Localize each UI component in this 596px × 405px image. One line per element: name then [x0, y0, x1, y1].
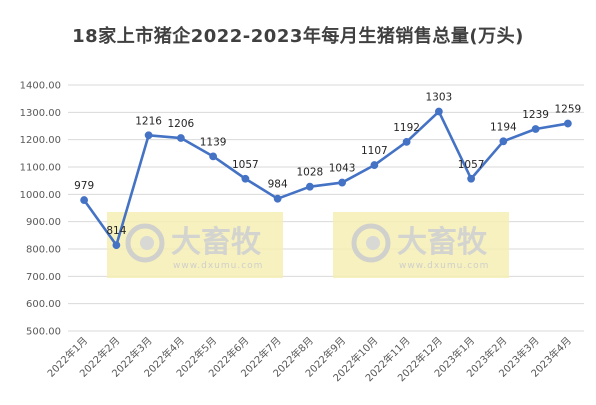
data-label: 1057	[458, 159, 485, 171]
data-point	[80, 196, 89, 204]
data-label: 1239	[522, 109, 549, 121]
data-point	[467, 174, 476, 183]
y-tick-label: 500.00	[26, 327, 61, 338]
data-point	[499, 137, 508, 146]
data-point	[531, 125, 540, 133]
data-point	[144, 131, 153, 140]
y-tick-label: 1400.00	[20, 81, 61, 92]
data-label: 1303	[426, 92, 453, 104]
y-tick-label: 800.00	[26, 245, 61, 256]
watermark-dot-icon	[140, 236, 154, 250]
watermark-brand: 大畜牧	[397, 225, 488, 260]
data-label: 1206	[168, 118, 195, 130]
watermark-url: www.dxumu.com	[399, 261, 489, 271]
data-label: 1028	[297, 167, 324, 179]
data-point	[273, 194, 282, 203]
data-point	[402, 137, 411, 146]
y-tick-label: 900.00	[26, 217, 61, 228]
data-point	[209, 152, 218, 161]
data-point	[434, 107, 443, 116]
y-tick-label: 1200.00	[20, 135, 61, 146]
data-point	[176, 134, 185, 142]
data-point	[370, 161, 379, 169]
y-tick-label: 700.00	[26, 272, 61, 283]
series-line	[80, 107, 572, 250]
series-polyline	[82, 110, 570, 247]
data-label: 1139	[200, 136, 227, 148]
data-point	[305, 182, 314, 191]
data-label: 1043	[329, 163, 356, 175]
watermark-dot-icon	[366, 236, 380, 250]
chart-title: 18家上市猪企2022-2023年每月生猪销售总量(万头)	[72, 26, 524, 47]
watermark-circle-icon	[351, 223, 391, 263]
data-label: 1216	[135, 115, 162, 127]
data-point	[241, 174, 250, 183]
data-point	[338, 178, 347, 187]
y-axis: 500.00 600.00 700.00 800.00 900.00 1000.00 110…	[20, 81, 61, 338]
y-tick-label: 600.00	[26, 299, 61, 310]
data-label: 1194	[490, 121, 517, 133]
watermark-background	[107, 212, 283, 278]
x-axis: 2022年1月2022年2月2022年3月2022年4月2022年5月2022年…	[44, 334, 574, 384]
watermark-brand: 大畜牧	[171, 225, 262, 260]
watermark-circle-icon	[125, 223, 165, 263]
y-tick-label: 1100.00	[20, 163, 61, 174]
data-label: 979	[74, 180, 94, 192]
data-label: 1057	[232, 159, 259, 171]
data-label: 814	[106, 225, 126, 237]
data-labels: 979 814 1216 1206 1139 1057 984 1028 1043 1107 119…	[74, 92, 581, 238]
y-tick-label: 1000.00	[20, 190, 61, 201]
data-label: 1259	[555, 104, 582, 116]
data-label: 984	[268, 179, 288, 191]
data-point	[563, 119, 572, 128]
data-label: 1192	[393, 122, 420, 134]
data-point	[112, 241, 121, 250]
watermark-url: www.dxumu.com	[173, 261, 263, 271]
watermark-background	[333, 212, 509, 278]
y-tick-label: 1300.00	[20, 108, 61, 119]
data-label: 1107	[361, 145, 388, 157]
